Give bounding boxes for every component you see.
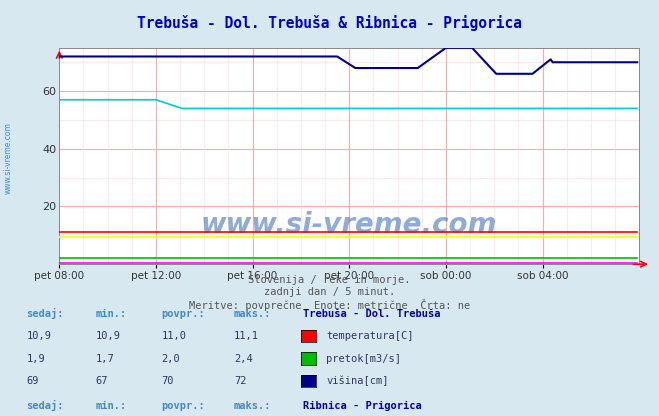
- Text: 2,4: 2,4: [234, 354, 252, 364]
- Text: zadnji dan / 5 minut.: zadnji dan / 5 minut.: [264, 287, 395, 297]
- Text: 10,9: 10,9: [96, 332, 121, 342]
- Text: 10,9: 10,9: [26, 332, 51, 342]
- Text: 1,9: 1,9: [26, 354, 45, 364]
- Text: 11,1: 11,1: [234, 332, 259, 342]
- Text: sedaj:: sedaj:: [26, 400, 64, 411]
- Text: Trebuša - Dol. Trebuša: Trebuša - Dol. Trebuša: [303, 309, 441, 319]
- Text: 70: 70: [161, 376, 174, 386]
- Text: maks.:: maks.:: [234, 401, 272, 411]
- Text: sedaj:: sedaj:: [26, 308, 64, 319]
- Text: min.:: min.:: [96, 401, 127, 411]
- Text: 1,7: 1,7: [96, 354, 114, 364]
- Text: Slovenija / reke in morje.: Slovenija / reke in morje.: [248, 275, 411, 285]
- Text: 69: 69: [26, 376, 39, 386]
- Text: 2,0: 2,0: [161, 354, 180, 364]
- Text: Meritve: povprečne  Enote: metrične  Črta: ne: Meritve: povprečne Enote: metrične Črta:…: [189, 299, 470, 311]
- Text: 67: 67: [96, 376, 108, 386]
- Text: maks.:: maks.:: [234, 309, 272, 319]
- Text: povpr.:: povpr.:: [161, 309, 205, 319]
- Text: min.:: min.:: [96, 309, 127, 319]
- Text: 11,0: 11,0: [161, 332, 186, 342]
- Text: www.si-vreme.com: www.si-vreme.com: [4, 122, 13, 194]
- Text: višina[cm]: višina[cm]: [326, 376, 389, 386]
- Text: pretok[m3/s]: pretok[m3/s]: [326, 354, 401, 364]
- Text: 72: 72: [234, 376, 246, 386]
- Text: povpr.:: povpr.:: [161, 401, 205, 411]
- Text: Trebuša - Dol. Trebuša & Ribnica - Prigorica: Trebuša - Dol. Trebuša & Ribnica - Prigo…: [137, 15, 522, 30]
- Text: www.si-vreme.com: www.si-vreme.com: [201, 211, 498, 239]
- Text: Ribnica - Prigorica: Ribnica - Prigorica: [303, 401, 422, 411]
- Text: temperatura[C]: temperatura[C]: [326, 332, 414, 342]
